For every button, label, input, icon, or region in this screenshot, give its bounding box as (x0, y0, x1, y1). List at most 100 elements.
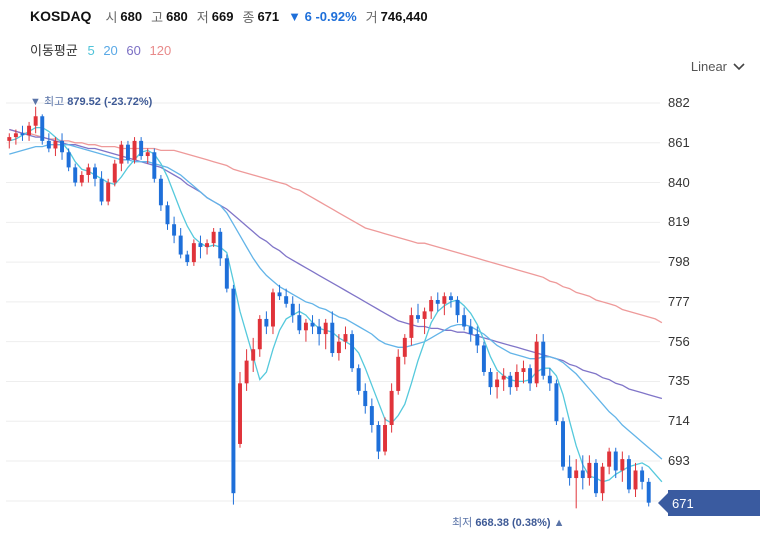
candle-body (369, 406, 374, 426)
candle-body (363, 390, 368, 407)
candle-body (402, 337, 407, 357)
scale-label: Linear (690, 59, 727, 74)
candle (257, 315, 262, 357)
candle-body (646, 481, 651, 503)
candle (501, 368, 506, 391)
candle-body (46, 140, 51, 149)
candle-body (33, 116, 38, 126)
ma-120-label[interactable]: 120 (149, 43, 172, 58)
y-tick-label: 735 (668, 373, 690, 389)
candle (554, 379, 559, 426)
candle (270, 288, 275, 335)
candle-body (66, 152, 71, 168)
candle (646, 478, 651, 507)
y-tick-label: 798 (668, 254, 690, 270)
candle-body (626, 459, 631, 490)
high-label: 최고 (43, 96, 65, 108)
candle (119, 140, 124, 172)
candle-body (488, 371, 493, 388)
candle (626, 455, 631, 494)
candle (462, 307, 467, 331)
current-price-tag: 671 (658, 490, 760, 516)
candle-body (521, 368, 526, 372)
candle-body (198, 243, 203, 247)
candle-body (534, 341, 539, 384)
candle (139, 137, 144, 160)
candle-body (317, 326, 322, 335)
y-tick-label: 882 (668, 95, 690, 110)
candle (172, 216, 177, 244)
candle-body (514, 371, 519, 388)
candle (567, 455, 572, 486)
candle (561, 417, 565, 471)
candle (613, 447, 618, 479)
candle (429, 296, 434, 319)
candle-body (383, 425, 388, 452)
candle (633, 462, 638, 497)
volume-label: 거 (365, 9, 378, 25)
candle (46, 133, 51, 153)
candle-body (620, 459, 625, 471)
candle-body (640, 470, 645, 482)
ma-5-line (9, 126, 663, 483)
candle-body (257, 318, 262, 350)
candle (521, 360, 526, 384)
candle-body (600, 466, 605, 494)
candle-body (541, 341, 546, 376)
candle-body (613, 451, 618, 471)
y-tick-label: 840 (668, 174, 690, 190)
candle-body (73, 167, 78, 183)
candle (336, 334, 341, 361)
ma-120-line (9, 128, 663, 324)
candle-body (607, 451, 612, 467)
candle (13, 129, 18, 145)
candle-body (297, 315, 302, 331)
candle (224, 254, 229, 293)
scale-selector[interactable]: Linear (691, 59, 745, 74)
candle-body (86, 167, 91, 175)
candle (468, 318, 473, 342)
ma-20-label[interactable]: 20 (103, 43, 118, 58)
candle-body (547, 375, 552, 384)
candle (350, 330, 355, 372)
candle-body (284, 296, 289, 304)
candle-body (442, 296, 447, 304)
candle-body (336, 341, 341, 354)
candle (86, 163, 91, 183)
candle-body (125, 144, 130, 160)
y-tick-label: 756 (668, 333, 690, 349)
candle (317, 318, 322, 346)
candle-body (211, 231, 216, 244)
candle-body (409, 315, 414, 338)
moving-average-title: 이동평균 (30, 43, 78, 58)
candle-body (231, 288, 236, 494)
candle-body (7, 137, 12, 141)
candle (396, 349, 401, 395)
open-value: 680 (120, 8, 143, 24)
candle (53, 137, 58, 157)
candle-body (224, 258, 229, 289)
close-value: 671 (257, 8, 280, 24)
candle-body (448, 296, 453, 300)
candle (422, 307, 427, 335)
candle-body (508, 375, 513, 388)
candle (211, 228, 216, 247)
candle-body (27, 125, 32, 136)
candle-body (99, 178, 104, 202)
candle-body (165, 205, 170, 225)
ma-20-line (9, 144, 663, 460)
candle-body (330, 322, 335, 354)
candle-body (554, 383, 559, 422)
candle-body (323, 322, 328, 335)
candle (145, 148, 150, 164)
candle-body (158, 178, 163, 206)
candle (455, 296, 460, 323)
candle (369, 398, 374, 433)
candle (593, 459, 598, 497)
ma-5-label[interactable]: 5 (87, 43, 95, 58)
ma-60-label[interactable]: 60 (126, 43, 141, 58)
high-annotation: ▼ 최고 879.52 (-23.72%) (30, 93, 152, 109)
candle (33, 106, 38, 134)
candle (185, 250, 190, 266)
y-tick-label: 714 (668, 413, 690, 429)
